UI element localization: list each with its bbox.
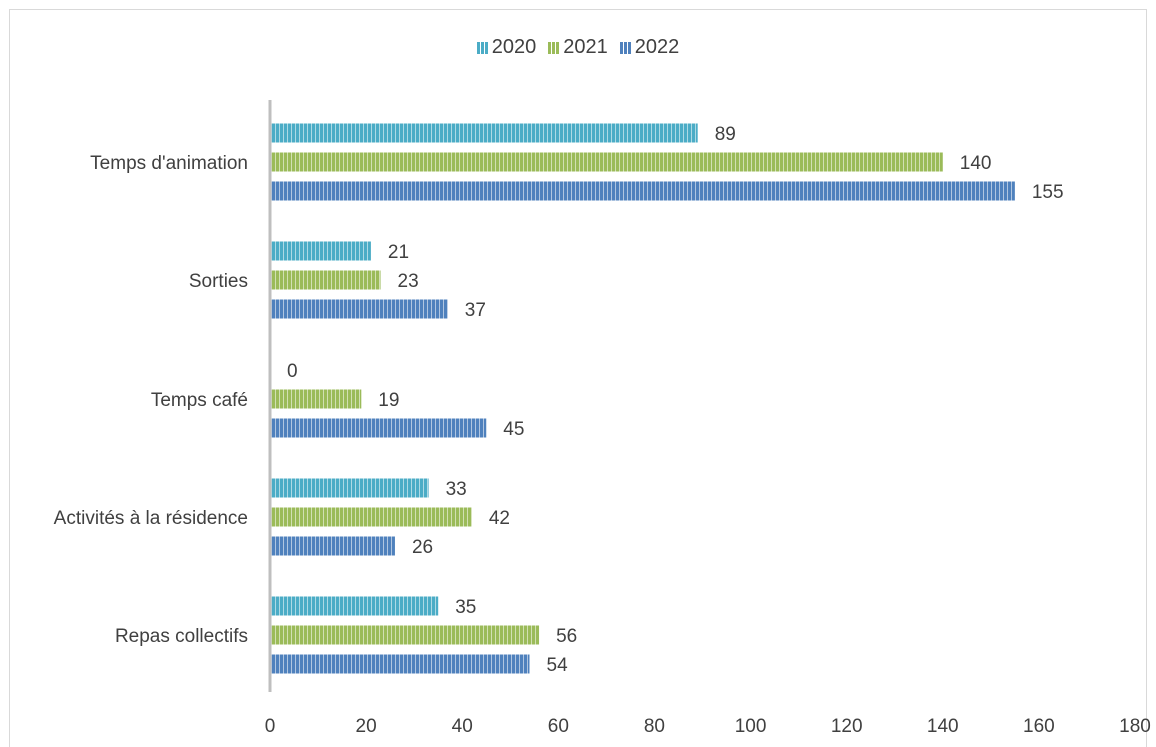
bar-repas-collectifs-2021 (270, 625, 540, 645)
x-tick-label-160: 160 (1023, 716, 1055, 737)
value-label-sorties-2020: 21 (388, 242, 409, 263)
category-label-temps-cafe: Temps café (151, 390, 248, 411)
category-label-activites-a-la-residence: Activités à la résidence (54, 508, 248, 529)
x-tick-label-100: 100 (735, 716, 767, 737)
legend-item-2020: 2020 (476, 36, 537, 59)
value-label-temps-cafe-2020: 0 (287, 361, 298, 382)
chart-frame (9, 9, 1147, 747)
value-label-repas-collectifs-2020: 35 (455, 597, 476, 618)
bar-activites-a-la-residence-2022 (270, 536, 395, 556)
bars-group (270, 123, 1015, 674)
value-label-sorties-2022: 37 (465, 300, 486, 321)
value-label-activites-a-la-residence-2021: 42 (489, 508, 510, 529)
bar-sorties-2022 (270, 299, 448, 319)
legend-item-2021: 2021 (548, 36, 608, 59)
x-tick-label-140: 140 (927, 716, 959, 737)
value-label-activites-a-la-residence-2022: 26 (412, 537, 433, 558)
x-tick-label-20: 20 (356, 716, 377, 737)
bar-activites-a-la-residence-2020 (270, 478, 429, 498)
legend-item-2022: 2022 (619, 36, 680, 59)
x-tick-label-80: 80 (644, 716, 665, 737)
legend-label-2021: 2021 (563, 36, 608, 58)
value-label-temps-cafe-2022: 45 (503, 419, 524, 440)
x-axis-ticks: 0 20 40 60 80 100 120 140 160 180 (265, 716, 1151, 737)
x-tick-label-0: 0 (265, 716, 276, 737)
x-tick-label-40: 40 (452, 716, 473, 737)
bar-repas-collectifs-2020 (270, 596, 439, 616)
x-tick-label-180: 180 (1119, 716, 1151, 737)
legend-swatch-2021 (548, 41, 561, 54)
category-labels-group: Temps d'animation Sorties Temps café Activi… (54, 153, 248, 647)
x-tick-label-120: 120 (831, 716, 863, 737)
legend-label-2022: 2022 (634, 36, 680, 58)
legend-swatch-2022 (619, 41, 632, 54)
value-label-activites-a-la-residence-2020: 33 (446, 479, 467, 500)
bar-temps-cafe-2021 (270, 389, 362, 409)
legend: 2020 2021 2022 (0, 36, 1156, 59)
value-label-temps-cafe-2021: 19 (378, 390, 399, 411)
bar-sorties-2021 (270, 270, 381, 290)
bar-sorties-2020 (270, 241, 371, 261)
bar-temps-d-animation-2020 (270, 123, 698, 143)
x-tick-label-60: 60 (548, 716, 569, 737)
bar-temps-d-animation-2021 (270, 152, 943, 172)
legend-swatch-2020 (476, 41, 489, 54)
value-label-temps-d-animation-2020: 89 (715, 124, 736, 145)
bar-temps-d-animation-2022 (270, 181, 1015, 201)
bar-temps-cafe-2022 (270, 418, 487, 438)
value-label-repas-collectifs-2021: 56 (556, 626, 577, 647)
value-label-sorties-2021: 23 (398, 271, 419, 292)
value-label-repas-collectifs-2022: 54 (547, 655, 569, 676)
value-labels-group: 89 140 155 21 23 37 0 19 45 33 42 26 35 56 54 (287, 124, 1064, 676)
value-label-temps-d-animation-2021: 140 (960, 153, 992, 174)
category-label-temps-d-animation: Temps d'animation (90, 153, 248, 174)
value-label-temps-d-animation-2022: 155 (1032, 182, 1064, 203)
bar-repas-collectifs-2022 (270, 654, 530, 674)
category-label-sorties: Sorties (189, 271, 248, 292)
category-label-repas-collectifs: Repas collectifs (115, 626, 248, 647)
legend-label-2020: 2020 (491, 36, 537, 58)
bar-activites-a-la-residence-2021 (270, 507, 472, 527)
